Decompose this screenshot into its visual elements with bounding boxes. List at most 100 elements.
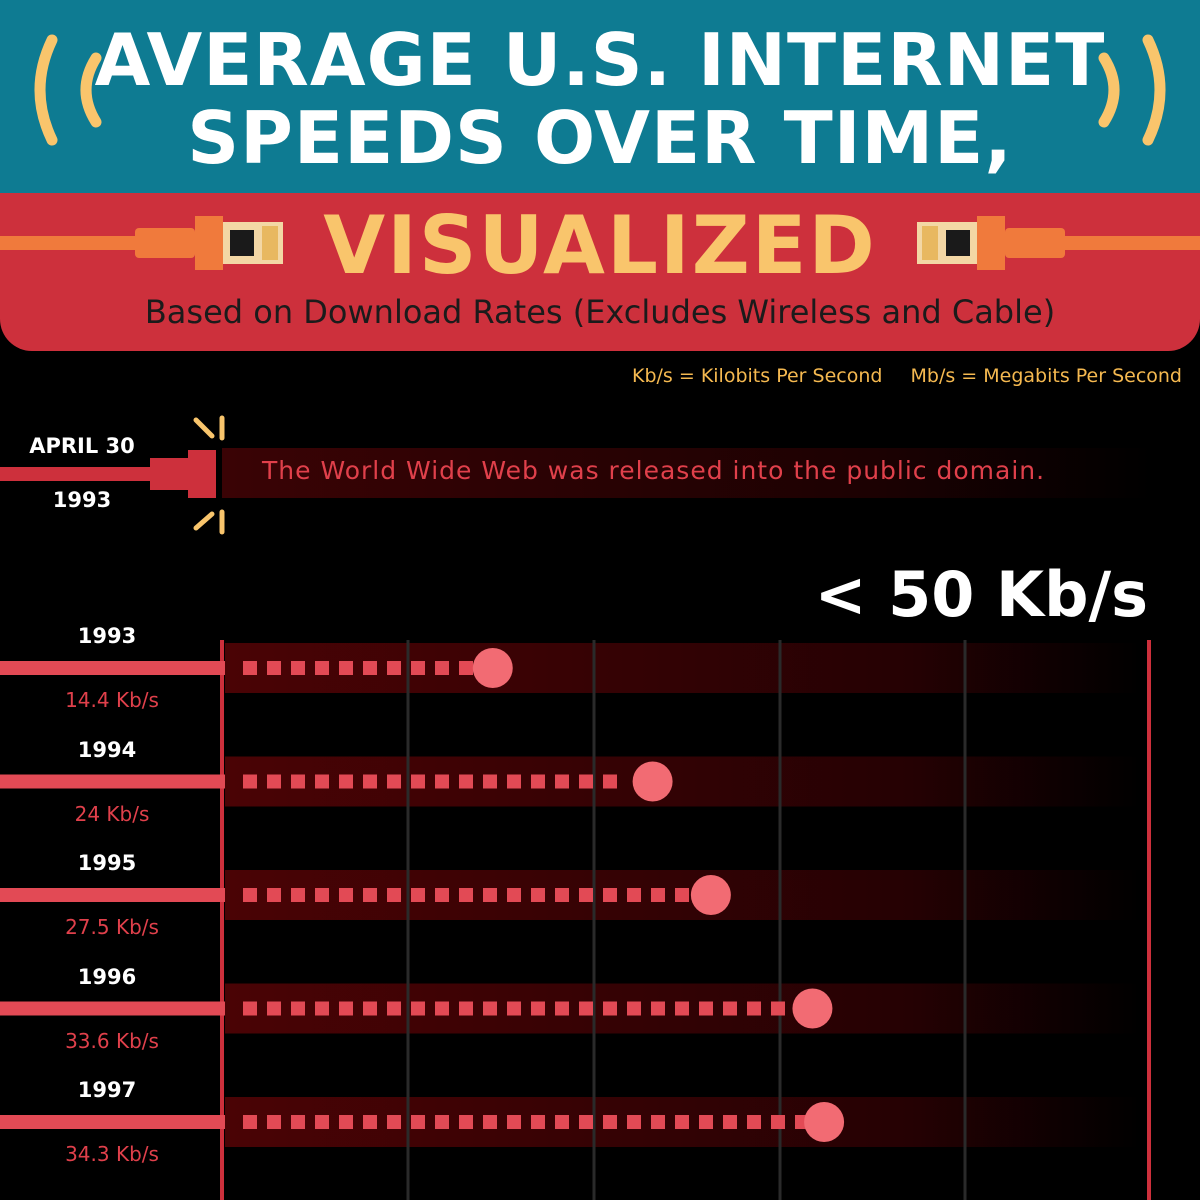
bar-dash bbox=[435, 888, 449, 902]
bar-dash bbox=[531, 774, 545, 789]
bar-dash bbox=[507, 774, 521, 789]
bar-dash bbox=[627, 1115, 641, 1129]
bar-dash bbox=[291, 888, 305, 902]
bar-dash bbox=[435, 774, 449, 789]
bar-dash bbox=[531, 1115, 545, 1129]
bar-dash bbox=[411, 661, 425, 675]
subtitle-visualized: VISUALIZED bbox=[323, 199, 877, 292]
bar-dash bbox=[507, 1115, 521, 1129]
bar-dash bbox=[627, 888, 641, 902]
cable-line bbox=[0, 661, 225, 675]
bar-dash bbox=[555, 1115, 569, 1129]
bar-dash bbox=[435, 1115, 449, 1129]
unit-legend: Kb/s = Kilobits Per Second Mb/s = Megabi… bbox=[610, 362, 1182, 390]
bar-dash bbox=[507, 888, 521, 902]
bar-dash bbox=[651, 1001, 665, 1016]
wifi-signal-left-icon bbox=[34, 34, 102, 146]
bar-dash bbox=[387, 774, 401, 789]
bar-dash bbox=[435, 1001, 449, 1016]
bar-dash bbox=[483, 1115, 497, 1129]
bar-dash bbox=[267, 661, 281, 675]
header-banner bbox=[0, 0, 1200, 195]
value-label: 33.6 Kb/s bbox=[65, 1028, 159, 1053]
bar-dash bbox=[459, 774, 473, 789]
bar-1995 bbox=[243, 888, 689, 902]
bar-dash bbox=[651, 1115, 665, 1129]
bar-dash bbox=[267, 888, 281, 902]
bar-dash bbox=[459, 661, 473, 675]
bar-dash bbox=[363, 1001, 377, 1016]
bar-dash bbox=[747, 1001, 761, 1016]
bar-dash bbox=[387, 1001, 401, 1016]
bar-dash bbox=[459, 888, 473, 902]
ethernet-plug-right-icon bbox=[917, 216, 1200, 270]
bar-dash bbox=[771, 1001, 785, 1016]
bar-dash bbox=[267, 1001, 281, 1016]
bar-dash bbox=[507, 1001, 521, 1016]
bar-dash bbox=[267, 1115, 281, 1129]
bar-dash bbox=[459, 1115, 473, 1129]
bar-dash bbox=[723, 1115, 737, 1129]
bar-dash bbox=[339, 1115, 353, 1129]
bar-dash bbox=[291, 774, 305, 789]
year-label: 1994 bbox=[77, 737, 137, 762]
bar-dash bbox=[363, 661, 377, 675]
bar-dash bbox=[531, 888, 545, 902]
event-track bbox=[222, 448, 1152, 498]
bar-dash bbox=[771, 1115, 785, 1129]
year-label: 1993 bbox=[77, 624, 137, 648]
bar-dash bbox=[243, 888, 257, 902]
bar-dash bbox=[699, 1115, 713, 1129]
legend-mb: Mb/s = Megabits Per Second bbox=[910, 365, 1182, 387]
bar-track bbox=[225, 756, 1140, 807]
bar-dash bbox=[483, 1001, 497, 1016]
bar-dash bbox=[579, 888, 593, 902]
bar-dash bbox=[675, 1115, 689, 1129]
wifi-signal-right-icon bbox=[1098, 34, 1166, 146]
bar-dash bbox=[339, 888, 353, 902]
bar-dash bbox=[603, 888, 617, 902]
bar-end-dot bbox=[632, 761, 673, 802]
event-cable-icon bbox=[0, 450, 216, 498]
cable-line bbox=[0, 774, 225, 789]
bar-dash bbox=[411, 888, 425, 902]
bar-dash bbox=[483, 774, 497, 789]
legend-kb: Kb/s = Kilobits Per Second bbox=[632, 365, 883, 387]
value-label: 14.4 Kb/s bbox=[65, 688, 159, 712]
bar-dash bbox=[483, 888, 497, 902]
year-label: 1997 bbox=[77, 1078, 137, 1102]
bar-dash bbox=[411, 774, 425, 789]
bar-dash bbox=[579, 1001, 593, 1016]
bar-dash bbox=[603, 1115, 617, 1129]
bar-end-dot bbox=[690, 875, 731, 915]
year-label: 1995 bbox=[77, 851, 137, 875]
event-year: 1993 bbox=[52, 488, 112, 512]
bar-dash bbox=[363, 774, 377, 789]
bar-dash bbox=[555, 888, 569, 902]
bar-dash bbox=[363, 888, 377, 902]
bar-dash bbox=[579, 774, 593, 789]
bar-end-dot bbox=[792, 988, 833, 1029]
bar-dash bbox=[243, 661, 257, 675]
bar-track bbox=[225, 643, 1140, 693]
bar-dash bbox=[603, 774, 617, 789]
bar-dash bbox=[315, 888, 329, 902]
bar-dash bbox=[435, 661, 449, 675]
bar-dash bbox=[387, 1115, 401, 1129]
bar-dash bbox=[363, 1115, 377, 1129]
bar-1994 bbox=[243, 774, 617, 789]
bar-dash bbox=[315, 1001, 329, 1016]
scale-label: < 50 Kb/s bbox=[814, 558, 1148, 631]
bar-dash bbox=[339, 661, 353, 675]
year-label: 1996 bbox=[77, 964, 137, 989]
bar-dash bbox=[675, 1001, 689, 1016]
event-text: The World Wide Web was released into the… bbox=[262, 456, 1046, 485]
bar-dash bbox=[627, 1001, 641, 1016]
title-line-1: AVERAGE U.S. INTERNET bbox=[94, 18, 1106, 102]
bar-dash bbox=[291, 661, 305, 675]
bar-dash bbox=[243, 774, 257, 789]
bar-dash bbox=[243, 1115, 257, 1129]
bar-dash bbox=[747, 1115, 761, 1129]
bar-1996 bbox=[243, 1001, 785, 1016]
